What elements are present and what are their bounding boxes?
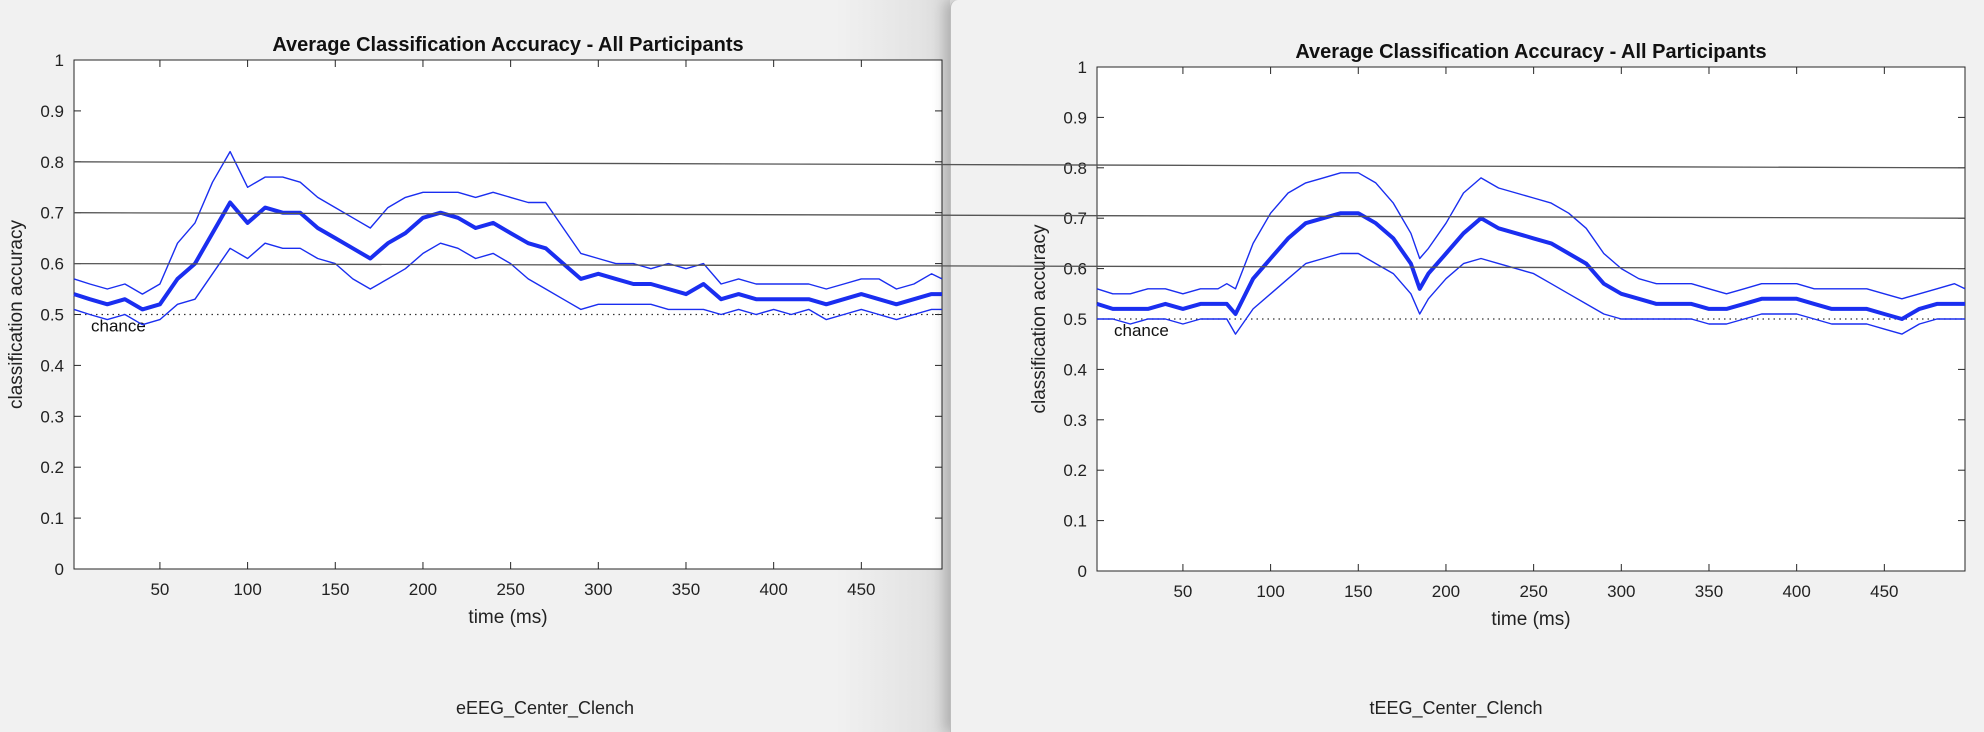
chance-label: chance (1114, 321, 1169, 340)
y-tick-label: 0.4 (40, 356, 64, 375)
plot-area (1096, 66, 1966, 572)
chart-title: Average Classification Accuracy - All Pa… (1295, 41, 1766, 63)
accuracy-chart-teeg: Average Classification Accuracy - All Pa… (1029, 41, 1966, 630)
y-tick-label: 0.8 (1063, 159, 1087, 178)
y-tick-label: 0.4 (1063, 360, 1087, 379)
y-tick-label: 0.8 (40, 153, 64, 172)
y-tick-label: 0.5 (1063, 310, 1087, 329)
y-tick-label: 0.6 (1063, 260, 1087, 279)
x-tick-label: 350 (672, 580, 700, 599)
figure-caption-right: tEEG_Center_Clench (1369, 698, 1543, 718)
y-tick-label: 0 (55, 560, 64, 579)
y-axis-label: classification accuracy (1029, 224, 1050, 414)
x-tick-label: 300 (1607, 582, 1635, 601)
figure-caption-left: eEEG_Center_Clench (455, 698, 635, 718)
y-tick-label: 1 (55, 51, 64, 70)
x-tick-label: 150 (1344, 582, 1372, 601)
x-axis-label: time (ms) (1491, 609, 1570, 630)
y-tick-label: 0.1 (40, 509, 64, 528)
series-line-upper (1096, 172, 1966, 300)
y-tick-label: 0.1 (1063, 512, 1087, 531)
accuracy-chart-eeeg: Average Classification Accuracy - All Pa… (6, 34, 943, 628)
y-tick-label: 0.9 (40, 102, 64, 121)
x-tick-label: 300 (584, 580, 612, 599)
y-tick-label: 0.3 (40, 407, 64, 426)
plot-area (73, 59, 943, 570)
y-tick-label: 0.9 (1063, 108, 1087, 127)
y-tick-label: 0.6 (40, 255, 64, 274)
x-tick-label: 200 (409, 580, 437, 599)
figure-window-left: Average Classification Accuracy - All Pa… (0, 0, 950, 732)
x-tick-label: 350 (1695, 582, 1723, 601)
series-line-mean (1096, 211, 1965, 321)
x-tick-label: 100 (1256, 582, 1284, 601)
series-line-mean (73, 200, 942, 312)
x-tick-label: 250 (1519, 582, 1547, 601)
y-axis-label: classification accuracy (6, 219, 27, 409)
x-tick-label: 200 (1432, 582, 1460, 601)
x-tick-label: 450 (847, 580, 875, 599)
y-tick-label: 0.7 (1063, 209, 1087, 228)
y-tick-label: 0.5 (40, 306, 64, 325)
chance-label: chance (91, 317, 146, 336)
x-tick-label: 50 (1173, 582, 1192, 601)
chart-title: Average Classification Accuracy - All Pa… (272, 34, 743, 56)
x-tick-label: 400 (759, 580, 787, 599)
y-tick-label: 1 (1078, 58, 1087, 77)
x-axis-label: time (ms) (468, 607, 547, 628)
series-line-upper (73, 150, 943, 295)
x-tick-label: 250 (496, 580, 524, 599)
y-tick-label: 0 (1078, 562, 1087, 581)
figure-window-right: Average Classification Accuracy - All Pa… (950, 0, 1984, 732)
x-tick-label: 450 (1870, 582, 1898, 601)
y-tick-label: 0.3 (1063, 411, 1087, 430)
x-tick-label: 100 (233, 580, 261, 599)
y-tick-label: 0.2 (40, 458, 64, 477)
x-tick-label: 50 (150, 580, 169, 599)
y-tick-label: 0.7 (40, 204, 64, 223)
x-tick-label: 150 (321, 580, 349, 599)
y-tick-label: 0.2 (1063, 461, 1087, 480)
x-tick-label: 400 (1782, 582, 1810, 601)
